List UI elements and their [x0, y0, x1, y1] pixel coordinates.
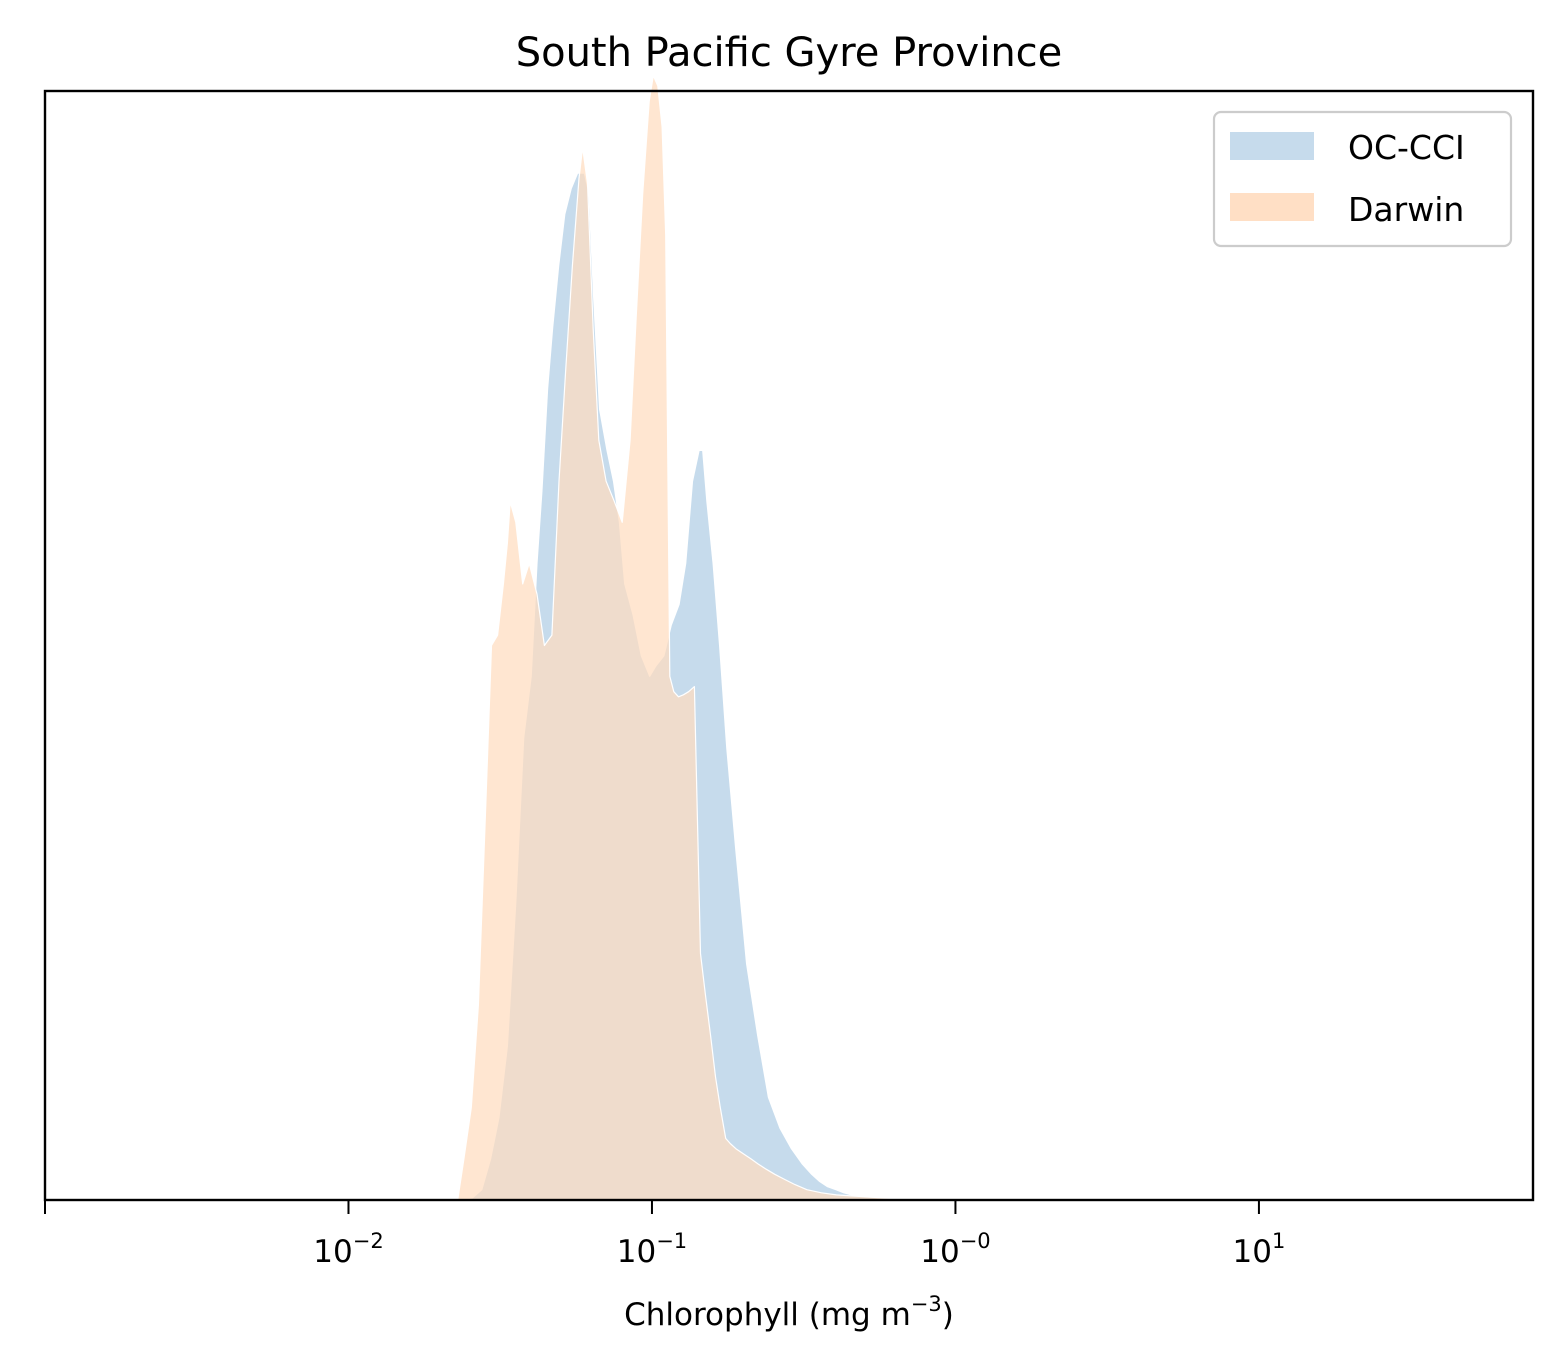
- legend-swatch-darwin: [1230, 193, 1314, 221]
- legend-swatch-oc-cci: [1230, 132, 1314, 160]
- x-tick-label: 10−0: [920, 1229, 990, 1270]
- x-axis-ticks: 10−2 10−1 10−0 101: [44, 1200, 1286, 1270]
- series-area-darwin: [457, 75, 917, 1201]
- x-axis-label: Chlorophyll (mg m−3): [624, 1292, 954, 1333]
- x-axis-label-base: Chlorophyll (mg m: [624, 1297, 911, 1333]
- x-tick-label: 10−1: [617, 1229, 687, 1270]
- legend: OC-CCI Darwin: [1212, 110, 1513, 248]
- legend-label-oc-cci: OC-CCI: [1348, 128, 1465, 167]
- chart-title: South Pacific Gyre Province: [516, 30, 1063, 76]
- legend-label-darwin: Darwin: [1348, 190, 1464, 229]
- plot-frame: [43, 89, 1535, 1202]
- x-axis-label-suffix: ): [942, 1297, 954, 1333]
- x-tick-label: 10−2: [313, 1229, 383, 1270]
- x-axis-label-exponent: −3: [911, 1292, 942, 1316]
- series-layer: [457, 75, 922, 1201]
- x-tick-label: 101: [1233, 1229, 1286, 1270]
